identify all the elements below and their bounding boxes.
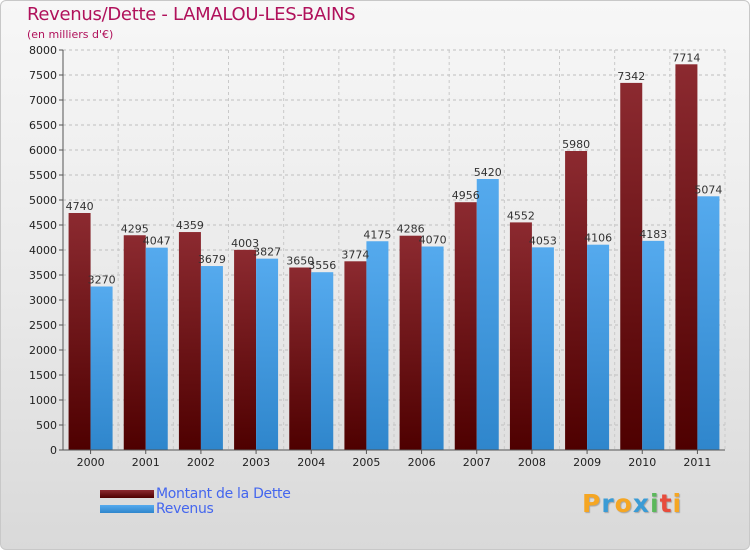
bar-revenus — [587, 244, 610, 450]
data-label-revenus: 4106 — [584, 232, 612, 245]
chart-title: Revenus/Dette - LAMALOU-LES-BAINS — [27, 4, 356, 25]
data-label-debt: 4295 — [121, 222, 149, 235]
bar-debt — [620, 82, 643, 451]
x-tick-label: 2010 — [628, 456, 656, 469]
logo-letter: i — [672, 489, 683, 518]
bars — [68, 64, 720, 451]
x-tick-label: 2003 — [242, 456, 270, 469]
y-tick-label: 6000 — [29, 144, 57, 157]
proxiti-logo: Proxiti — [582, 489, 682, 518]
logo-letter: i — [650, 489, 660, 518]
data-label-debt: 4552 — [507, 209, 535, 222]
x-tick-label: 2004 — [297, 456, 325, 469]
data-label-revenus: 4070 — [419, 234, 447, 247]
logo-letter: P — [582, 489, 602, 518]
legend-label-debt: Montant de la Dette — [156, 486, 291, 502]
x-tick-label: 2006 — [408, 456, 436, 469]
data-label-debt: 4956 — [452, 189, 480, 202]
x-tick-label: 2000 — [77, 456, 105, 469]
data-label-debt: 4359 — [176, 219, 204, 232]
x-tick-label: 2001 — [132, 456, 160, 469]
legend-item-revenus: Revenus — [100, 501, 214, 517]
logo-letter: o — [614, 489, 633, 518]
data-label-debt: 4003 — [231, 237, 259, 250]
legend-swatch-debt — [100, 490, 154, 498]
legend-label-revenus: Revenus — [156, 501, 214, 517]
data-label-revenus: 4053 — [529, 234, 557, 247]
axes: 0 500 1000 1500 2000 2500 3000 3500 4000 4500 5000… — [29, 44, 725, 469]
grid — [62, 49, 726, 451]
y-tick-label: 6500 — [29, 119, 57, 132]
logo-letter: r — [601, 489, 615, 518]
y-tick-label: 1000 — [29, 394, 57, 407]
data-label-revenus: 4183 — [639, 228, 667, 241]
data-label-debt: 4286 — [397, 223, 425, 236]
data-label-revenus: 4175 — [363, 228, 391, 241]
data-label-debt: 7714 — [672, 51, 700, 64]
y-tick-label: 2000 — [29, 344, 57, 357]
y-tick-label: 5000 — [29, 194, 57, 207]
y-tick-label: 1500 — [29, 369, 57, 382]
bar-debt — [344, 261, 367, 450]
data-label-revenus: 3827 — [253, 246, 281, 259]
bar-debt — [289, 267, 312, 450]
legend-item-debt: Montant de la Dette — [100, 486, 291, 502]
y-tick-label: 500 — [36, 419, 57, 432]
logo-letter: x — [632, 489, 650, 518]
bar-debt — [123, 235, 146, 450]
x-tick-label: 2011 — [683, 456, 711, 469]
bar-debt — [399, 235, 422, 450]
bar-revenus — [421, 246, 444, 450]
bar-debt — [234, 249, 257, 450]
y-tick-label: 0 — [50, 444, 57, 457]
x-tick-label: 2008 — [518, 456, 546, 469]
data-label-debt: 3650 — [286, 255, 314, 268]
bar-revenus — [311, 272, 334, 450]
y-tick-label: 4500 — [29, 219, 57, 232]
data-label-debt: 3774 — [341, 248, 369, 261]
bar-revenus — [642, 240, 665, 450]
bar-debt — [178, 232, 201, 450]
x-tick-label: 2002 — [187, 456, 215, 469]
data-label-revenus: 5074 — [694, 183, 722, 196]
data-label-revenus: 3270 — [88, 274, 116, 287]
data-label-debt: 5980 — [562, 138, 590, 151]
data-label-revenus: 3556 — [308, 259, 336, 272]
x-tick-label: 2005 — [352, 456, 380, 469]
x-tick-label: 2007 — [463, 456, 491, 469]
bar-debt — [565, 151, 588, 450]
bar-revenus — [90, 286, 113, 450]
y-tick-label: 8000 — [29, 44, 57, 57]
y-tick-label: 4000 — [29, 244, 57, 257]
legend-swatch-revenus — [100, 505, 154, 513]
bar-revenus — [256, 258, 279, 450]
data-label-revenus: 3679 — [198, 253, 226, 266]
y-tick-label: 7000 — [29, 94, 57, 107]
bar-debt — [68, 213, 91, 450]
chart-subtitle: (en milliers d'€) — [27, 28, 114, 41]
bar-debt — [454, 202, 477, 450]
bar-revenus — [200, 266, 223, 450]
bar-revenus — [476, 179, 499, 450]
bar-revenus — [697, 196, 720, 450]
bar-debt — [509, 222, 532, 450]
data-label-debt: 4740 — [66, 200, 94, 213]
logo-letter: t — [659, 489, 673, 518]
data-label-debt: 7342 — [617, 70, 645, 83]
y-tick-label: 5500 — [29, 169, 57, 182]
data-label-revenus: 5420 — [474, 166, 502, 179]
x-tick-label: 2009 — [573, 456, 601, 469]
bar-debt — [675, 64, 698, 451]
bar-revenus — [366, 241, 389, 450]
y-tick-label: 3500 — [29, 269, 57, 282]
y-tick-label: 2500 — [29, 319, 57, 332]
y-tick-label: 7500 — [29, 69, 57, 82]
bar-revenus — [531, 247, 554, 450]
data-label-revenus: 4047 — [143, 235, 171, 248]
bar-revenus — [145, 247, 168, 450]
y-tick-label: 3000 — [29, 294, 57, 307]
